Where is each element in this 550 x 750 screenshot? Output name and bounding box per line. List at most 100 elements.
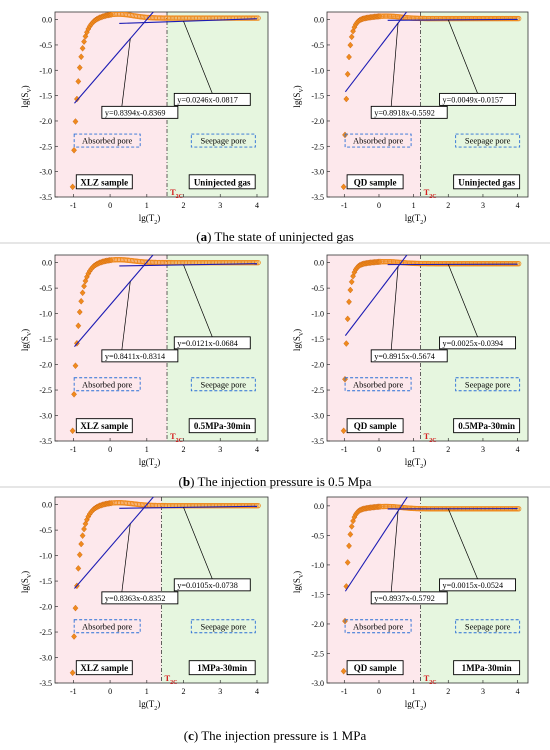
chart-panel-6: -1 0 1 2 3 4 0.0 -0.5 -1.0 -1.5 -2.0 -2.5 -3.0 lg(T2)… <box>292 496 529 712</box>
equation-absorbed: y=0.8937x-0.5792 <box>374 594 435 603</box>
y-tick-label: -2.5 <box>39 386 52 395</box>
x-tick-label: 1 <box>412 445 416 454</box>
data-point <box>344 70 351 78</box>
equation-leader-absorbed <box>390 511 399 592</box>
condition-label: 0.5MPa-30min <box>458 421 515 431</box>
seepage-pore-box <box>190 619 256 634</box>
x-tick-label: 0 <box>108 687 112 696</box>
x-tick-label: 3 <box>481 445 485 454</box>
absorbed-region <box>327 497 421 683</box>
equation-box-absorbed <box>101 349 179 363</box>
data-point <box>255 15 261 21</box>
fit-line-seepage <box>119 18 258 24</box>
condition-box <box>453 660 521 676</box>
plot-frame <box>326 496 529 684</box>
y-tick-label: -2.0 <box>39 603 52 612</box>
sample-label: XLZ sample <box>80 421 128 431</box>
equation-leader-seepage <box>183 21 213 94</box>
y-tick-label: -3.5 <box>39 437 52 446</box>
absorbed-pore-box <box>73 377 141 392</box>
sample-box <box>346 418 404 434</box>
y-tick-label: -3.0 <box>311 412 324 421</box>
data-point <box>72 118 79 125</box>
y-tick-label: -3.5 <box>311 193 324 202</box>
equation-seepage: y=0.0105x-0.0738 <box>177 581 238 590</box>
absorbed-region <box>327 255 421 441</box>
data-point <box>75 78 82 85</box>
data-point <box>253 259 260 266</box>
equation-seepage: y=0.0049x-0.0157 <box>443 95 504 104</box>
x-tick-label: -1 <box>341 687 348 696</box>
data-point <box>72 604 79 612</box>
data-point <box>255 259 261 266</box>
equation-leader-absorbed <box>390 23 399 107</box>
y-tick-label: -3.0 <box>39 654 52 663</box>
fit-line-seepage <box>119 505 257 509</box>
fit-line-seepage <box>119 263 257 267</box>
absorbed-pore-label: Absorbed pore <box>353 621 404 631</box>
absorbed-region <box>55 255 168 441</box>
equation-leader-absorbed <box>390 266 399 350</box>
x-tick-label: 2 <box>182 201 186 210</box>
x-tick-label: 2 <box>446 445 450 454</box>
equation-absorbed: y=0.8363x-0.8352 <box>105 594 166 603</box>
x-tick-label: -1 <box>70 201 77 210</box>
condition-label: 1MPa-30min <box>462 663 512 673</box>
y-tick-label: -1.5 <box>39 335 52 344</box>
y-axis-label: lg(SV) <box>20 571 33 593</box>
seepage-pore-box <box>190 133 256 148</box>
equation-absorbed: y=0.8411x-0.8314 <box>105 352 165 361</box>
seepage-pore-box <box>190 377 256 392</box>
x-axis-label: lg(T2) <box>405 699 427 712</box>
data-point <box>252 502 258 509</box>
plot-frame <box>326 11 529 198</box>
data-point <box>75 565 82 572</box>
chart-panel-5: -1 0 1 2 3 4 0.0 -0.5 -1.0 -1.5 -2.0 -2.5 -3.0 -3.5 lg… <box>20 496 269 712</box>
absorbed-region <box>55 12 168 197</box>
seepage-pore-label: Seepage pore <box>465 621 511 631</box>
condition-label: Uninjected gas <box>458 177 515 187</box>
equation-box-absorbed <box>370 591 448 605</box>
sample-label: XLZ sample <box>80 177 128 187</box>
data-point <box>253 15 260 21</box>
x-tick-label: 3 <box>481 201 485 210</box>
x-tick-label: 4 <box>255 445 259 454</box>
sample-label: QD sample <box>354 663 397 673</box>
data-point <box>76 64 83 71</box>
data-point <box>71 633 77 640</box>
y-tick-label: -2.0 <box>311 361 324 370</box>
data-point <box>253 502 260 509</box>
x-tick-label: -1 <box>70 687 77 696</box>
sample-label: QD sample <box>354 177 397 187</box>
y-tick-label: -2.5 <box>311 649 324 658</box>
data-point <box>344 315 351 323</box>
y-tick-label: -1.0 <box>39 310 52 319</box>
y-axis-label: lg(SV) <box>292 571 305 593</box>
y-tick-label: -3.5 <box>39 193 52 202</box>
y-tick-label: 0.0 <box>314 259 324 268</box>
data-series <box>340 12 522 191</box>
condition-box <box>453 418 521 434</box>
sample-box <box>75 174 133 190</box>
data-point <box>76 308 83 316</box>
equation-absorbed: y=0.8915x-0.5674 <box>374 352 435 361</box>
absorbed-pore-box <box>344 377 412 392</box>
seepage-pore-box <box>455 619 521 634</box>
absorbed-pore-label: Absorbed pore <box>353 136 404 146</box>
x-tick-label: -1 <box>70 445 77 454</box>
absorbed-region <box>55 497 162 683</box>
condition-box <box>453 174 521 190</box>
equation-box-absorbed <box>101 591 179 605</box>
x-tick-label: -1 <box>341 445 348 454</box>
data-series <box>69 499 261 677</box>
absorbed-pore-box <box>344 133 412 148</box>
x-axis-label: lg(T2) <box>139 457 161 470</box>
y-axis-label: lg(SV) <box>292 85 305 107</box>
y-tick-label: -1.0 <box>39 66 52 75</box>
x-tick-label: 2 <box>446 201 450 210</box>
absorbed-pore-label: Absorbed pore <box>353 379 404 389</box>
data-point <box>81 282 87 290</box>
sample-box <box>75 660 133 676</box>
sample-box <box>346 174 404 190</box>
